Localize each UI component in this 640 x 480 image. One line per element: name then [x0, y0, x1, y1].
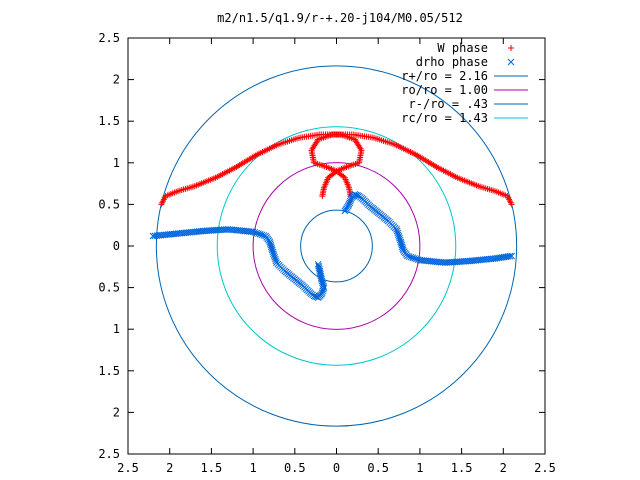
data-point [272, 257, 280, 265]
data-point [270, 252, 278, 259]
data-point [412, 255, 420, 263]
data-point [270, 250, 277, 258]
axes: 2.5 2 1.5 1 0.5 0 0.5 1 1.5 2 2.52.521.510.500.511… [98, 31, 556, 475]
legend-label: drho phase [416, 55, 488, 69]
y-tick-label: 2.5 [98, 447, 120, 461]
x-tick-label: 2 [500, 461, 507, 475]
data-point [271, 255, 279, 263]
x-tick-label: 1 [249, 461, 256, 475]
x-tick-label: 0.5 [284, 461, 306, 475]
legend-label: W phase [437, 41, 488, 55]
x-tick-label: 2 [166, 461, 173, 475]
data-point [396, 234, 403, 242]
y-tick-label: 0 [113, 239, 120, 253]
data-point [409, 254, 417, 262]
data-point [394, 229, 402, 237]
data-point [271, 253, 279, 261]
y-tick-label: 0.5 [98, 281, 120, 295]
reference-circle [300, 209, 373, 283]
data-point [319, 193, 326, 200]
data-point [508, 45, 514, 51]
data-point [407, 253, 415, 261]
data-point [251, 229, 259, 236]
y-tick-label: 1.5 [98, 114, 120, 128]
reference-circle [155, 65, 518, 427]
x-tick-label: 0.5 [367, 461, 389, 475]
data-point [255, 230, 262, 237]
reference-circles [155, 65, 518, 427]
data-point [315, 262, 322, 270]
data-point [416, 256, 424, 264]
x-tick-label: 1.5 [201, 461, 223, 475]
data-point [395, 233, 403, 240]
y-tick-label: 2 [113, 73, 120, 87]
legend-label: ro/ro = 1.00 [401, 83, 488, 97]
data-point [269, 248, 277, 256]
reference-circle [216, 126, 457, 366]
data-point [414, 256, 422, 263]
x-tick-label: 1.5 [451, 461, 473, 475]
legend-label: rc/ro = 1.43 [401, 111, 488, 125]
data-point [249, 228, 257, 236]
x-tick-label: 2.5 [117, 461, 139, 475]
y-tick-label: 2 [113, 405, 120, 419]
data-point [313, 293, 321, 301]
data-point [314, 260, 322, 268]
y-tick-label: 0.5 [98, 197, 120, 211]
data-point [394, 231, 402, 239]
data-point [393, 227, 401, 235]
data-point [253, 229, 261, 237]
data-point [397, 238, 405, 246]
x-tick-label: 0 [333, 461, 340, 475]
legend-label: r+/ro = 2.16 [401, 69, 488, 83]
x-tick-label: 1 [416, 461, 423, 475]
y-tick-label: 2.5 [98, 31, 120, 45]
data-point [258, 231, 266, 239]
data-points [149, 131, 515, 301]
y-tick-label: 1 [113, 322, 120, 336]
data-point [411, 255, 418, 262]
y-tick-label: 1.5 [98, 364, 120, 378]
chart-title: m2/n1.5/q1.9/r-+.20-j104/M0.05/512 [217, 11, 463, 25]
reference-circle [252, 162, 421, 330]
data-point [341, 207, 349, 215]
data-point [396, 236, 404, 244]
x-tick-label: 2.5 [534, 461, 556, 475]
data-point [268, 246, 276, 254]
y-tick-label: 1 [113, 156, 120, 170]
legend-label: r-/ro = .43 [409, 97, 488, 111]
data-point [507, 58, 515, 66]
data-point [352, 191, 360, 199]
data-point [256, 230, 264, 238]
